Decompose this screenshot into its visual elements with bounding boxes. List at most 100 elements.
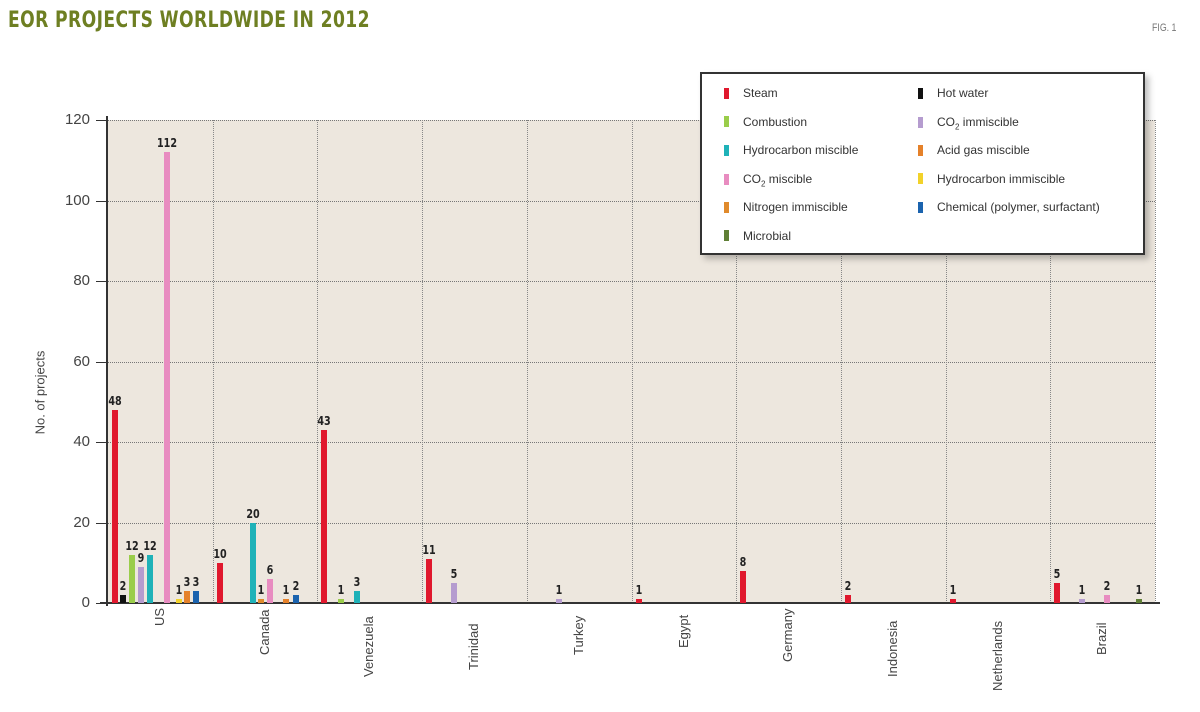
x-tick-label: Indonesia	[884, 620, 900, 677]
bar-steam	[216, 562, 223, 603]
bar-value-label: 1	[1135, 582, 1143, 597]
bar-steam	[321, 429, 328, 603]
bar-value-label: 1	[949, 582, 956, 597]
legend-label: Acid gas miscible	[937, 143, 1030, 157]
bar-co2-miscible	[164, 152, 170, 603]
legend-swatch-icon	[724, 144, 729, 156]
bar-hydrocarbon-immiscible	[176, 598, 182, 603]
bar-chemical-polymer-surfactant-	[193, 590, 199, 603]
y-tick	[96, 442, 108, 443]
bar-value-label: 10	[213, 546, 227, 561]
y-tick	[96, 522, 108, 524]
legend-label: Microbial	[743, 228, 792, 243]
legend-item: Acid gas miscible	[918, 143, 1030, 157]
legend-label: Hot water	[937, 86, 989, 100]
x-tick-label: Turkey	[570, 615, 586, 656]
bar-value-label: 43	[317, 413, 332, 428]
bar-value-label: 20	[246, 506, 260, 521]
bar-value-label: 1	[282, 582, 290, 597]
legend-label: Chemical (polymer, surfactant)	[937, 200, 1100, 214]
x-axis-line	[100, 602, 1160, 604]
legend-label: CO2 miscible	[743, 171, 813, 188]
bar-chemical-polymer-surfactant-	[292, 594, 299, 603]
bar-value-label: 3	[354, 574, 361, 589]
bar-value-label: 9	[137, 550, 145, 565]
bar-steam	[1054, 582, 1061, 603]
legend-label: Nitrogen immiscible	[743, 200, 848, 214]
x-tick-label: Netherlands	[989, 621, 1005, 692]
bar-co2-immiscible	[555, 598, 562, 603]
bar-co2-miscible	[266, 578, 273, 603]
bar-co2-miscible	[1104, 594, 1111, 603]
legend-swatch-icon	[918, 173, 923, 184]
y-tick	[96, 200, 108, 202]
x-tick-label: Brazil	[1094, 622, 1110, 656]
x-tick-label: Trinidad	[466, 623, 482, 670]
bar-acid-gas-miscible	[184, 590, 190, 603]
bar-value-label: 6	[266, 562, 274, 577]
bar-value-label: 5	[450, 566, 458, 581]
bar-nitrogen-immiscible	[257, 598, 264, 603]
legend-swatch-icon	[918, 87, 923, 99]
bar-value-label: 5	[1053, 566, 1061, 581]
legend-swatch-icon	[724, 230, 729, 241]
y-tick	[96, 603, 108, 604]
legend-swatch-icon	[918, 144, 923, 156]
bar-value-label: 1	[257, 582, 265, 597]
legend-swatch-icon	[918, 201, 923, 213]
legend-item: Chemical (polymer, surfactant)	[918, 200, 1100, 214]
y-tick-label: 80	[73, 272, 90, 289]
bar-value-label: 11	[422, 542, 436, 557]
bar-value-label: 1	[175, 582, 183, 597]
bar-hot-water	[120, 594, 126, 603]
bar-value-label: 3	[183, 574, 191, 589]
bar-steam	[844, 594, 851, 603]
y-tick-label: 40	[73, 433, 90, 450]
bar-co2-immiscible	[1079, 598, 1086, 603]
gridline-vertical	[631, 120, 633, 603]
bar-value-label: 2	[119, 578, 127, 593]
bar-steam	[112, 409, 118, 603]
bar-value-label: 2	[292, 578, 300, 593]
gridline-vertical	[422, 120, 424, 603]
figure-label: FIG. 1	[1152, 22, 1177, 34]
bar-steam	[635, 598, 642, 603]
y-tick	[96, 120, 108, 121]
y-tick-label: 100	[64, 191, 90, 209]
bar-co2-immiscible	[138, 566, 144, 603]
gridline-vertical	[526, 120, 528, 603]
bar-microbial	[1136, 598, 1143, 603]
gridline-vertical	[945, 120, 947, 603]
chart-title: EOR PROJECTS WORLDWIDE IN 2012	[8, 8, 370, 33]
bar-hydrocarbon-miscible	[249, 522, 256, 603]
gridline-vertical	[1155, 120, 1156, 603]
legend-item: Nitrogen immiscible	[724, 200, 848, 214]
bar-value-label: 1	[635, 582, 642, 597]
bar-hydrocarbon-miscible	[147, 554, 153, 603]
legend-item: Hot water	[918, 86, 988, 100]
bar-value-label: 2	[1103, 578, 1111, 593]
gridline-vertical	[212, 120, 214, 603]
legend-swatch-icon	[724, 174, 729, 186]
x-tick-label: Canada	[256, 609, 272, 656]
y-tick-label: 20	[73, 513, 90, 531]
y-tick	[96, 281, 108, 282]
legend-item: CO2 miscible	[724, 172, 812, 188]
legend-item: Hydrocarbon miscible	[724, 143, 858, 157]
bar-value-label: 1	[1078, 582, 1086, 597]
legend-label: Combustion	[743, 114, 808, 129]
y-tick-label: 60	[73, 352, 90, 370]
gridline-vertical	[317, 120, 319, 603]
y-axis-title: No. of projects	[32, 350, 48, 435]
bar-steam	[949, 598, 956, 603]
bar-combustion	[129, 554, 135, 603]
bar-combustion	[338, 598, 345, 603]
bar-value-label: 2	[844, 578, 852, 593]
legend-label: CO2 immiscible	[937, 114, 1019, 131]
bar-steam	[740, 570, 747, 603]
bar-value-label: 3	[192, 574, 200, 589]
bar-value-label: 8	[739, 554, 747, 569]
x-tick-label: Egypt	[675, 614, 691, 648]
bar-value-label: 12	[143, 538, 157, 553]
legend-swatch-icon	[724, 116, 729, 127]
